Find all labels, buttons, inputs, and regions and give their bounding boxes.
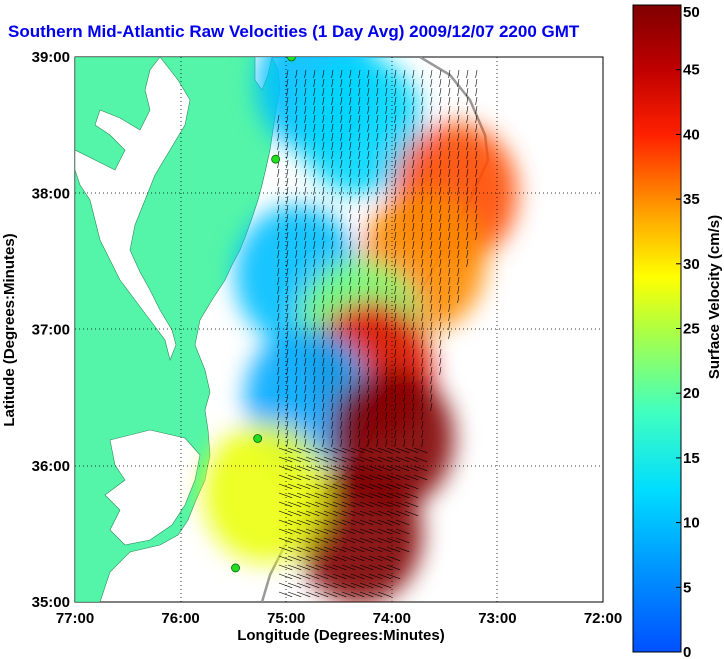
pamlico-sound xyxy=(104,429,201,546)
colorbar-tick-label: 30 xyxy=(683,256,700,273)
velocity-field xyxy=(203,57,518,602)
x-tick-label: 76:00 xyxy=(161,610,199,627)
x-tick-label: 75:00 xyxy=(267,610,305,627)
colorbar-tick-label: 15 xyxy=(683,450,700,467)
x-tick-labels: 77:00 76:00 75:00 74:00 73:00 72:00 xyxy=(56,610,622,627)
velocity-region xyxy=(298,463,423,602)
y-tick-label: 36:00 xyxy=(32,458,70,475)
chart-title: Southern Mid-Atlantic Raw Velocities (1 … xyxy=(8,22,580,41)
colorbar-tick-label: 50 xyxy=(683,4,700,21)
x-tick-label: 77:00 xyxy=(56,610,94,627)
station-marker xyxy=(253,434,263,443)
colorbar-tick-label: 25 xyxy=(683,321,700,338)
y-tick-label: 39:00 xyxy=(32,49,70,66)
colorbar-tick-label: 40 xyxy=(683,126,700,143)
y-tick-label: 35:00 xyxy=(32,594,70,611)
colorbar-tick-label: 20 xyxy=(683,385,700,402)
colorbar-label: Surface Velocity (cm/s) xyxy=(706,215,723,379)
y-tick-label: 37:00 xyxy=(32,322,70,339)
grid xyxy=(75,57,603,602)
colorbar-tick-label: 5 xyxy=(683,579,691,596)
x-tick-label: 72:00 xyxy=(584,610,622,627)
y-axis-label: Latitude (Degrees:Minutes) xyxy=(1,233,18,426)
colorbar-tick-label: 35 xyxy=(683,191,700,208)
station-marker xyxy=(287,57,296,62)
colorbar-tick-labels: 0 5 10 15 20 25 30 35 40 45 50 xyxy=(676,4,700,659)
velocity-region xyxy=(298,57,423,196)
vector-arrows xyxy=(277,69,478,598)
x-axis-label: Longitude (Degrees:Minutes) xyxy=(237,627,445,644)
velocity-vectors xyxy=(277,69,478,598)
colorbar-tick-label: 10 xyxy=(683,515,700,532)
x-tick-label: 74:00 xyxy=(373,610,411,627)
station-marker xyxy=(271,154,281,164)
y-tick-label: 38:00 xyxy=(32,185,70,202)
colorbar-tick-label: 0 xyxy=(683,644,691,659)
y-tick-labels: 39:00 38:00 37:00 36:00 35:00 xyxy=(32,49,70,611)
radar-stations xyxy=(231,57,296,573)
colorbar xyxy=(632,4,682,653)
velocity-region xyxy=(203,423,328,563)
station-marker xyxy=(231,563,240,573)
colorbar-tick-label: 45 xyxy=(683,62,700,79)
chesapeake-bay xyxy=(75,57,191,361)
x-tick-label: 73:00 xyxy=(478,610,516,627)
